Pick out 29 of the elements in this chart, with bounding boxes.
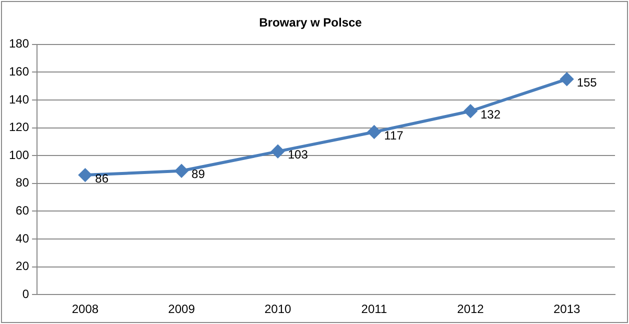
data-label: 89 — [192, 167, 206, 182]
data-label: 132 — [480, 107, 501, 122]
y-tick-label: 160 — [8, 64, 30, 79]
y-tick-label: 20 — [16, 259, 30, 274]
y-tick-label: 80 — [16, 176, 30, 190]
y-tick-label: 0 — [22, 286, 30, 301]
y-tick-label: 40 — [16, 231, 30, 246]
x-tick-label: 2008 — [72, 302, 99, 316]
point — [560, 72, 574, 86]
x-tick-label: 2012 — [457, 302, 484, 316]
data-label: 155 — [576, 75, 598, 90]
data-label: 117 — [384, 128, 404, 142]
point — [368, 125, 381, 138]
point — [464, 104, 478, 118]
y-tick-label: 180 — [8, 36, 30, 51]
point — [271, 144, 284, 158]
data-label: 86 — [95, 171, 109, 186]
data-label: 103 — [288, 148, 308, 162]
x-tick-label: 2011 — [361, 302, 388, 316]
y-tick-label: 120 — [8, 120, 30, 134]
chart-title: Browary w Polsce — [259, 16, 362, 30]
point — [175, 164, 188, 178]
x-tick-label: 2010 — [264, 302, 292, 316]
point — [78, 168, 92, 182]
y-tick-label: 140 — [8, 92, 30, 106]
y-tick-label: 60 — [16, 204, 30, 218]
x-tick-label: 2013 — [553, 302, 581, 316]
x-tick-label: 2009 — [168, 302, 196, 316]
y-tick-label: 100 — [8, 148, 30, 162]
